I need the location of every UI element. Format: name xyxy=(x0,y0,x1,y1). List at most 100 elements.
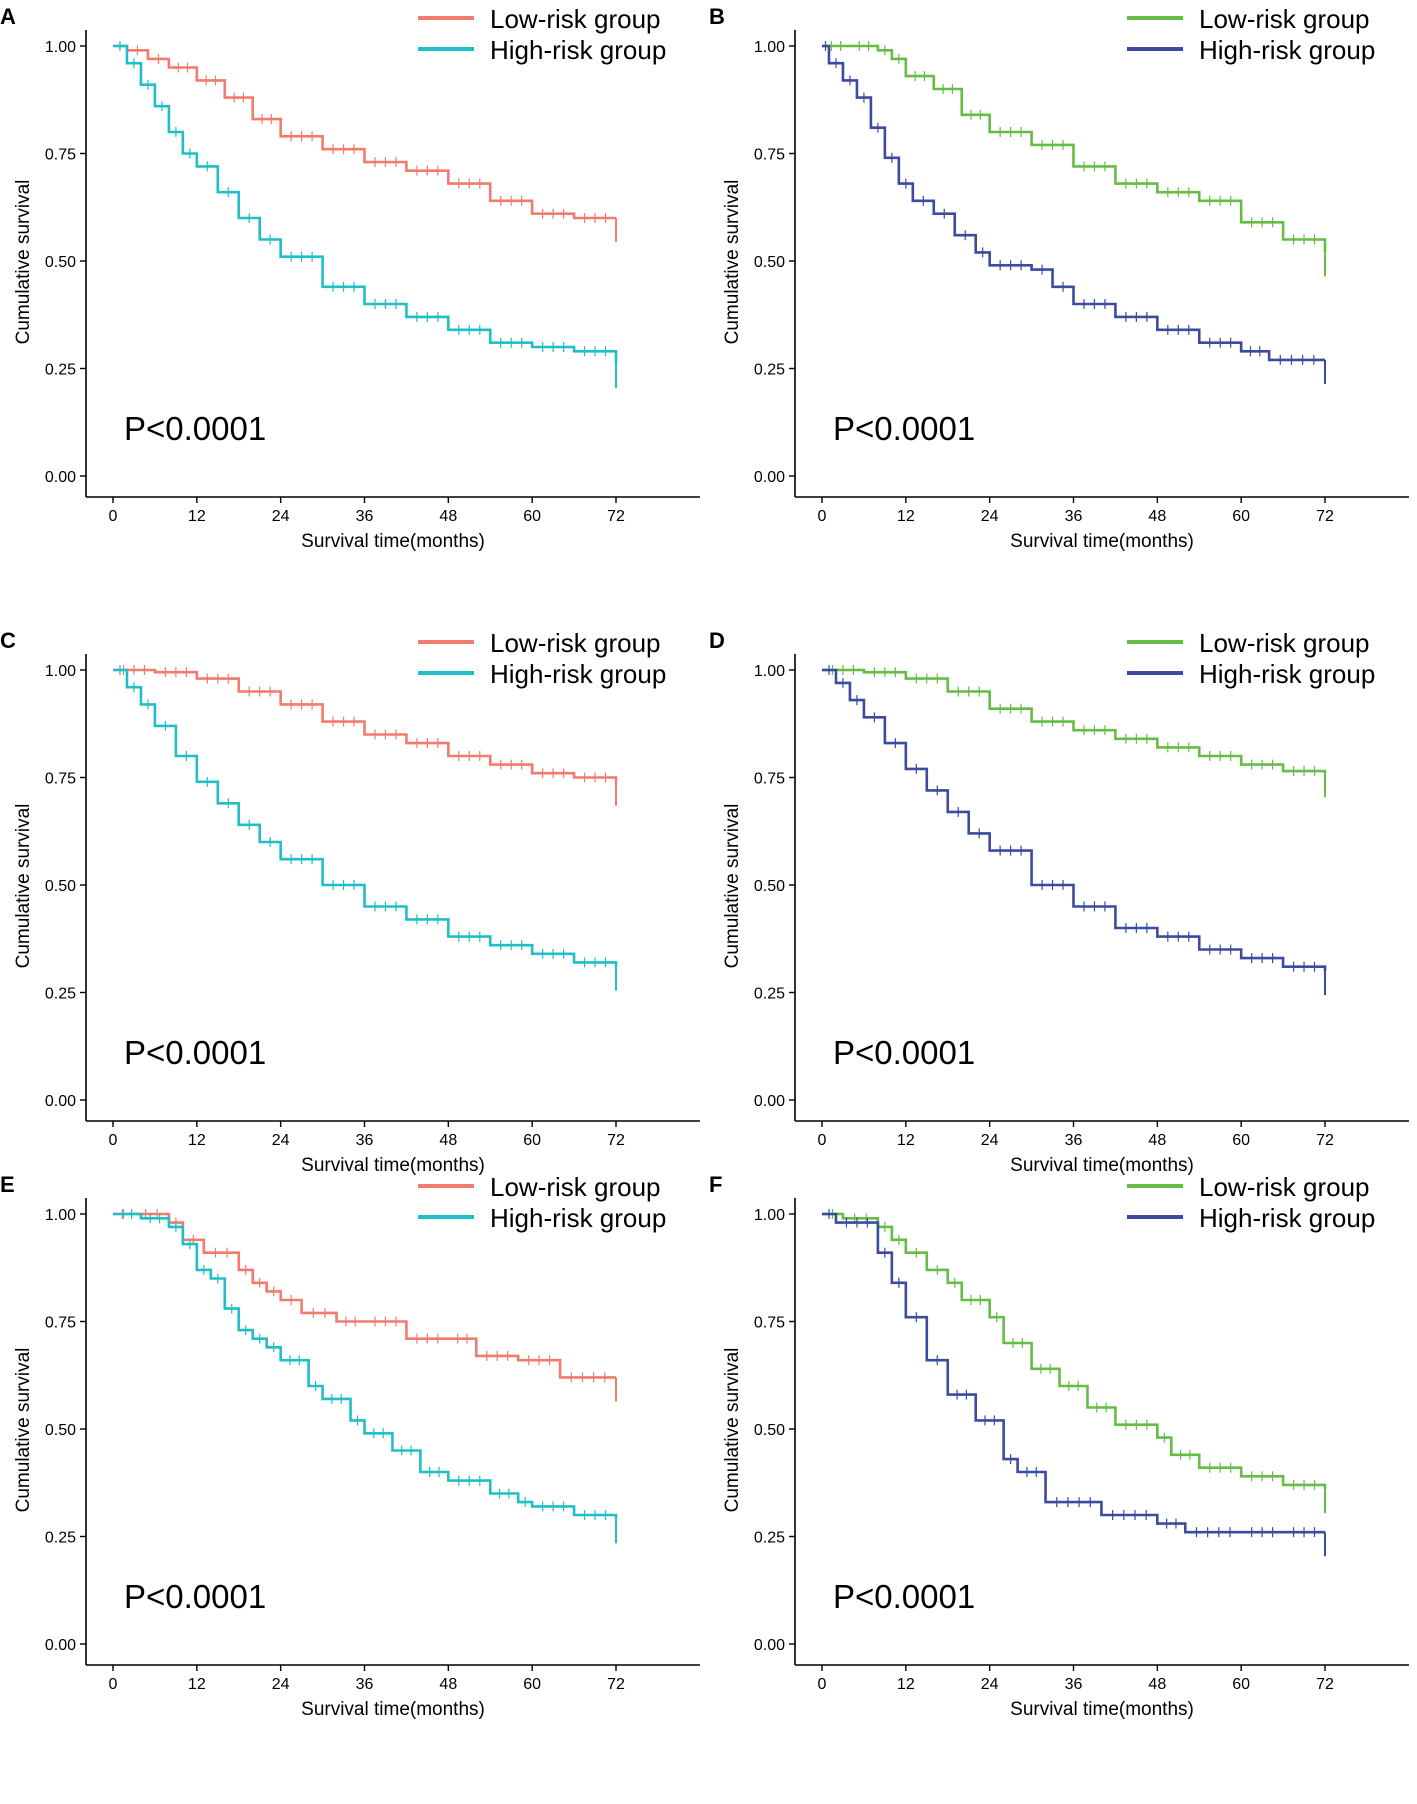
x-tick-label: 48 xyxy=(1148,1676,1166,1693)
km-plot-b: B 0.00 0.25 0.50 0.75 1.00 0 12 24 36 48 60 72 Surviv… xyxy=(709,4,1409,552)
panel-f: F 0.00 0.25 0.50 0.75 1.00 0 12 24 36 48 60 72 Surviv… xyxy=(709,1168,1417,1769)
y-axis-title: Cumulative survival xyxy=(722,1348,743,1513)
y-tick-label: 0.00 xyxy=(754,469,785,486)
panel-label: A xyxy=(0,4,16,29)
x-tick-label: 72 xyxy=(607,1132,625,1149)
x-tick-label: 60 xyxy=(1232,508,1250,525)
km-plot-d: D 0.00 0.25 0.50 0.75 1.00 0 12 24 36 48 60 72 Surviv… xyxy=(709,628,1409,1176)
p-value-annotation: P<0.0001 xyxy=(833,1578,975,1615)
panel-d: D 0.00 0.25 0.50 0.75 1.00 0 12 24 36 48 60 72 Surviv… xyxy=(709,624,1417,1225)
y-tick-label: 0.00 xyxy=(754,1093,785,1110)
x-tick-label: 60 xyxy=(1232,1132,1250,1149)
p-value-annotation: P<0.0001 xyxy=(833,410,975,447)
censor-marks xyxy=(119,665,607,968)
censor-marks xyxy=(828,1209,1316,1538)
y-tick-label: 0.00 xyxy=(45,1093,76,1110)
x-tick-label: 24 xyxy=(981,508,999,525)
x-tick-label: 12 xyxy=(897,1132,915,1149)
km-curve-high-risk xyxy=(113,668,618,967)
censor-marks xyxy=(824,41,1315,365)
p-value-annotation: P<0.0001 xyxy=(124,1034,266,1071)
x-axis-title: Survival time(months) xyxy=(1010,1699,1194,1720)
x-tick-label: 24 xyxy=(272,508,290,525)
x-tick-label: 60 xyxy=(523,1676,541,1693)
x-tick-label: 36 xyxy=(356,1132,374,1149)
x-tick-label: 36 xyxy=(356,1676,374,1693)
panel-label: C xyxy=(0,628,16,653)
x-tick-label: 24 xyxy=(272,1132,290,1149)
km-curve-high-risk xyxy=(113,1212,618,1520)
legend-label: Low-risk group xyxy=(1199,628,1370,658)
legend-label: High-risk group xyxy=(490,1203,666,1233)
km-curve-low-risk xyxy=(822,44,1327,253)
y-tick-label: 1.00 xyxy=(45,663,76,680)
y-axis-title: Cumulative survival xyxy=(13,804,34,969)
x-tick-label: 36 xyxy=(356,508,374,525)
y-tick-label: 0.75 xyxy=(754,147,785,164)
km-curve-high-risk xyxy=(822,44,1325,362)
y-tick-label: 0.25 xyxy=(45,362,76,379)
x-tick-label: 72 xyxy=(607,1676,625,1693)
p-value-annotation: P<0.0001 xyxy=(124,410,266,447)
legend-label: High-risk group xyxy=(490,35,666,65)
x-tick-label: 48 xyxy=(1148,508,1166,525)
x-tick-label: 48 xyxy=(439,1132,457,1149)
p-value-annotation: P<0.0001 xyxy=(833,1034,975,1071)
legend-label: High-risk group xyxy=(490,659,666,689)
x-tick-label: 12 xyxy=(188,1132,206,1149)
x-tick-label: 48 xyxy=(1148,1132,1166,1149)
x-axis-title: Survival time(months) xyxy=(301,531,485,552)
y-tick-label: 0.75 xyxy=(45,1315,76,1332)
panel-label: B xyxy=(709,4,725,29)
km-curve-low-risk xyxy=(113,44,616,220)
censor-marks xyxy=(122,1209,606,1383)
panel-label: F xyxy=(709,1172,722,1197)
x-tick-label: 36 xyxy=(1065,508,1083,525)
x-tick-label: 72 xyxy=(607,508,625,525)
x-tick-label: 12 xyxy=(897,1676,915,1693)
km-curve-low-risk xyxy=(822,1212,1327,1490)
km-plot-e: E 0.00 0.25 0.50 0.75 1.00 0 12 24 36 48 60 72 Surviv… xyxy=(0,1172,700,1720)
km-curve-low-risk xyxy=(113,1212,616,1379)
x-tick-label: 48 xyxy=(439,1676,457,1693)
censor-marks xyxy=(119,41,607,223)
legend-label: Low-risk group xyxy=(490,1172,661,1202)
legend-label: Low-risk group xyxy=(490,628,661,658)
y-tick-label: 0.00 xyxy=(754,1637,785,1654)
y-tick-label: 0.50 xyxy=(754,1422,785,1439)
y-tick-label: 0.50 xyxy=(754,878,785,895)
legend-label: High-risk group xyxy=(1199,1203,1375,1233)
panel-c: C 0.00 0.25 0.50 0.75 1.00 0 12 24 36 48 60 72 Surviv… xyxy=(0,624,708,1225)
panel-b: B 0.00 0.25 0.50 0.75 1.00 0 12 24 36 48 60 72 Surviv… xyxy=(709,0,1417,601)
y-tick-label: 0.50 xyxy=(45,1422,76,1439)
x-tick-label: 36 xyxy=(1065,1132,1083,1149)
x-tick-label: 0 xyxy=(818,1676,827,1693)
y-axis-title: Cumulative survival xyxy=(722,804,743,969)
legend-label: Low-risk group xyxy=(490,4,661,34)
y-tick-label: 0.50 xyxy=(45,878,76,895)
x-tick-label: 0 xyxy=(109,508,118,525)
y-tick-label: 0.75 xyxy=(754,771,785,788)
y-tick-label: 0.25 xyxy=(754,986,785,1003)
y-tick-label: 0.75 xyxy=(45,771,76,788)
censor-marks xyxy=(831,665,1316,777)
km-plot-f: F 0.00 0.25 0.50 0.75 1.00 0 12 24 36 48 60 72 Surviv… xyxy=(709,1172,1409,1720)
km-curve-high-risk xyxy=(822,668,1327,971)
y-axis-title: Cumulative survival xyxy=(13,1348,34,1513)
y-tick-label: 1.00 xyxy=(45,39,76,56)
x-tick-label: 0 xyxy=(818,1132,827,1149)
legend-label: High-risk group xyxy=(1199,35,1375,65)
panel-label: E xyxy=(0,1172,15,1197)
x-tick-label: 0 xyxy=(109,1676,118,1693)
x-axis-title: Survival time(months) xyxy=(1010,1155,1194,1176)
km-curve-low-risk xyxy=(113,668,618,782)
km-plot-c: C 0.00 0.25 0.50 0.75 1.00 0 12 24 36 48 60 72 Surviv… xyxy=(0,628,700,1176)
x-tick-label: 0 xyxy=(818,508,827,525)
x-tick-label: 0 xyxy=(109,1132,118,1149)
y-tick-label: 0.75 xyxy=(45,147,76,164)
x-tick-label: 36 xyxy=(1065,1676,1083,1693)
x-tick-label: 24 xyxy=(272,1676,290,1693)
y-tick-label: 1.00 xyxy=(754,1207,785,1224)
panel-label: D xyxy=(709,628,725,653)
